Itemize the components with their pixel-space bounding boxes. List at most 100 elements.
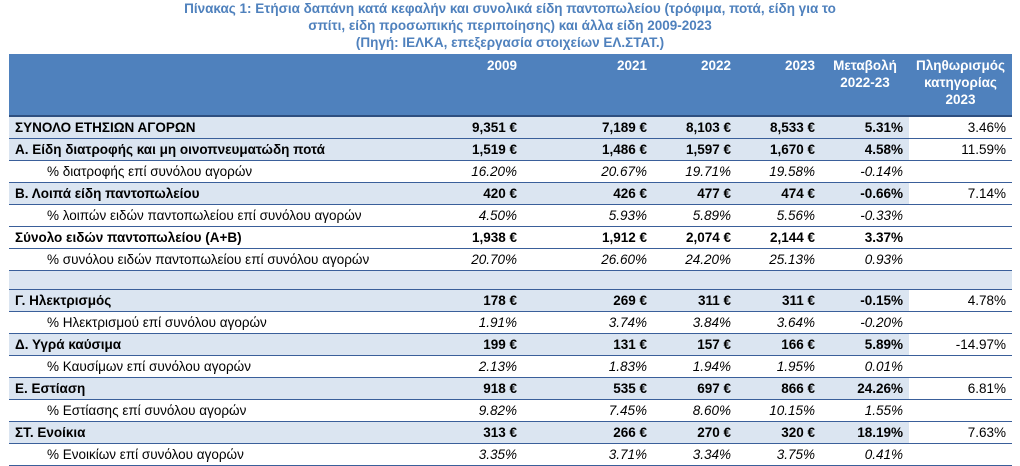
table-row: % Καυσίμων επί συνόλου αγορών 2.13% 1.83…	[9, 355, 1012, 378]
cell-2023: 1.95%	[737, 355, 821, 378]
header-change-line-2: 2022-23	[840, 75, 890, 90]
row-label: Δ. Υγρά καύσιμα	[9, 333, 397, 356]
row-label: Γ. Ηλεκτρισμός	[9, 289, 397, 312]
table-row: % λοιπών ειδών παντοπωλείου επί συνόλου …	[9, 204, 1012, 227]
row-label: Α. Είδη διατροφής και μη οινοπνευματώδη …	[9, 138, 397, 161]
cell-inflation	[909, 399, 1012, 422]
cell-2009: 4.50%	[397, 204, 523, 227]
cell-2022: 8.60%	[653, 399, 737, 422]
caption-line-2: σπίτι, είδη προσωπικής περιποίησης) και …	[308, 18, 712, 33]
row-label: % λοιπών ειδών παντοπωλείου επί συνόλου …	[9, 204, 397, 227]
row-label: % Ηλεκτρισμού επί συνόλου αγορών	[9, 311, 397, 334]
cell-2009: 178 €	[397, 289, 523, 312]
table-row: ΣΥΝΟΛΟ ΕΤΗΣΙΩΝ ΑΓΟΡΩΝ 9,351 € 7,189 € 8,…	[9, 116, 1012, 139]
header-2023: 2023	[737, 54, 821, 117]
cell-2022: 2,074 €	[653, 226, 737, 249]
table-row: % Εστίασης επί συνόλου αγορών 9.82% 7.45…	[9, 399, 1012, 422]
row-label: Σύνολο ειδών παντοπωλείου (Α+Β)	[9, 226, 397, 249]
table-row: Ε. Εστίαση 918 € 535 € 697 € 866 € 24.26…	[9, 377, 1012, 400]
spending-table: 2009 2021 2022 2023 Μεταβολή 2022-23 Πλη…	[9, 54, 1012, 466]
row-label: % Ενοικίων επί συνόλου αγορών	[9, 443, 397, 466]
table-row: % συνόλου ειδών παντοπωλείου επί συνόλου…	[9, 248, 1012, 271]
cell-2023: 1,670 €	[737, 138, 821, 161]
cell-2023: 320 €	[737, 421, 821, 444]
cell-2009: 2.13%	[397, 355, 523, 378]
header-label	[9, 54, 397, 117]
table-row: % Ενοικίων επί συνόλου αγορών 3.35% 3.71…	[9, 443, 1012, 466]
cell-change: 0.93%	[821, 248, 909, 271]
table-caption: Πίνακας 1: Ετήσια δαπάνη κατά κεφαλήν κα…	[0, 0, 1020, 51]
cell-2009: 1,519 €	[397, 138, 523, 161]
cell-2021: 1,912 €	[523, 226, 653, 249]
table-row: % διατροφής επί συνόλου αγορών 16.20% 20…	[9, 160, 1012, 183]
row-label: % Καυσίμων επί συνόλου αγορών	[9, 355, 397, 378]
cell-2023: 3.64%	[737, 311, 821, 334]
cell-2021: 131 €	[523, 333, 653, 356]
cell-inflation: 6.81%	[909, 377, 1012, 400]
cell-2023: 474 €	[737, 182, 821, 205]
cell-change: 0.01%	[821, 355, 909, 378]
cell-2022: 24.20%	[653, 248, 737, 271]
cell-2009: 1,938 €	[397, 226, 523, 249]
cell-2021: 269 €	[523, 289, 653, 312]
table-row: Σύνολο ειδών παντοπωλείου (Α+Β) 1,938 € …	[9, 226, 1012, 249]
table-row: Β. Λοιπά είδη παντοπωλείου 420 € 426 € 4…	[9, 182, 1012, 205]
table-row: Δ. Υγρά καύσιμα 199 € 131 € 157 € 166 € …	[9, 333, 1012, 356]
cell-2023: 2,144 €	[737, 226, 821, 249]
cell-2023: 8,533 €	[737, 116, 821, 139]
cell-2023: 19.58%	[737, 160, 821, 183]
cell-2009: 1.91%	[397, 311, 523, 334]
header-change: Μεταβολή 2022-23	[821, 54, 909, 117]
cell-2009: 9.82%	[397, 399, 523, 422]
cell-2021: 3.74%	[523, 311, 653, 334]
cell-2021: 1.83%	[523, 355, 653, 378]
cell-inflation	[909, 311, 1012, 334]
cell-change: 4.58%	[821, 138, 909, 161]
cell-2021: 3.71%	[523, 443, 653, 466]
cell-2021: 7,189 €	[523, 116, 653, 139]
cell-inflation	[909, 355, 1012, 378]
row-label: Ε. Εστίαση	[9, 377, 397, 400]
spacer-row	[9, 270, 1012, 290]
cell-change: -0.33%	[821, 204, 909, 227]
cell-change: 5.31%	[821, 116, 909, 139]
row-label: Β. Λοιπά είδη παντοπωλείου	[9, 182, 397, 205]
cell-2022: 311 €	[653, 289, 737, 312]
cell-2021: 26.60%	[523, 248, 653, 271]
header-2021: 2021	[523, 54, 653, 117]
cell-change: -0.66%	[821, 182, 909, 205]
cell-2023: 311 €	[737, 289, 821, 312]
cell-change: -0.14%	[821, 160, 909, 183]
cell-2009: 3.35%	[397, 443, 523, 466]
cell-2009: 420 €	[397, 182, 523, 205]
cell-2021: 7.45%	[523, 399, 653, 422]
table-header: 2009 2021 2022 2023 Μεταβολή 2022-23 Πλη…	[9, 54, 1012, 117]
cell-change: 0.41%	[821, 443, 909, 466]
table-row: % Ηλεκτρισμού επί συνόλου αγορών 1.91% 3…	[9, 311, 1012, 334]
cell-2023: 3.75%	[737, 443, 821, 466]
cell-2022: 157 €	[653, 333, 737, 356]
cell-change: 5.89%	[821, 333, 909, 356]
cell-change: 18.19%	[821, 421, 909, 444]
table-row: ΣΤ. Ενοίκια 313 € 266 € 270 € 320 € 18.1…	[9, 421, 1012, 444]
cell-inflation: 7.63%	[909, 421, 1012, 444]
cell-2023: 5.56%	[737, 204, 821, 227]
row-label: ΣΥΝΟΛΟ ΕΤΗΣΙΩΝ ΑΓΟΡΩΝ	[9, 116, 397, 139]
cell-2022: 8,103 €	[653, 116, 737, 139]
cell-2023: 866 €	[737, 377, 821, 400]
header-inflation-line-3: 2023	[945, 92, 976, 107]
cell-2023: 166 €	[737, 333, 821, 356]
cell-2022: 3.34%	[653, 443, 737, 466]
cell-change: 24.26%	[821, 377, 909, 400]
table-body: ΣΥΝΟΛΟ ΕΤΗΣΙΩΝ ΑΓΟΡΩΝ 9,351 € 7,189 € 8,…	[9, 116, 1012, 466]
caption-line-3: (Πηγή: ΙΕΛΚΑ, επεξεργασία στοιχείων ΕΛ.Σ…	[355, 35, 665, 50]
caption-line-1: Πίνακας 1: Ετήσια δαπάνη κατά κεφαλήν κα…	[184, 1, 836, 16]
cell-2009: 9,351 €	[397, 116, 523, 139]
cell-2009: 199 €	[397, 333, 523, 356]
cell-inflation: 11.59%	[909, 138, 1012, 161]
header-2022: 2022	[653, 54, 737, 117]
table-row: Γ. Ηλεκτρισμός 178 € 269 € 311 € 311 € -…	[9, 289, 1012, 312]
cell-inflation	[909, 248, 1012, 271]
table-row: Α. Είδη διατροφής και μη οινοπνευματώδη …	[9, 138, 1012, 161]
cell-2021: 20.67%	[523, 160, 653, 183]
